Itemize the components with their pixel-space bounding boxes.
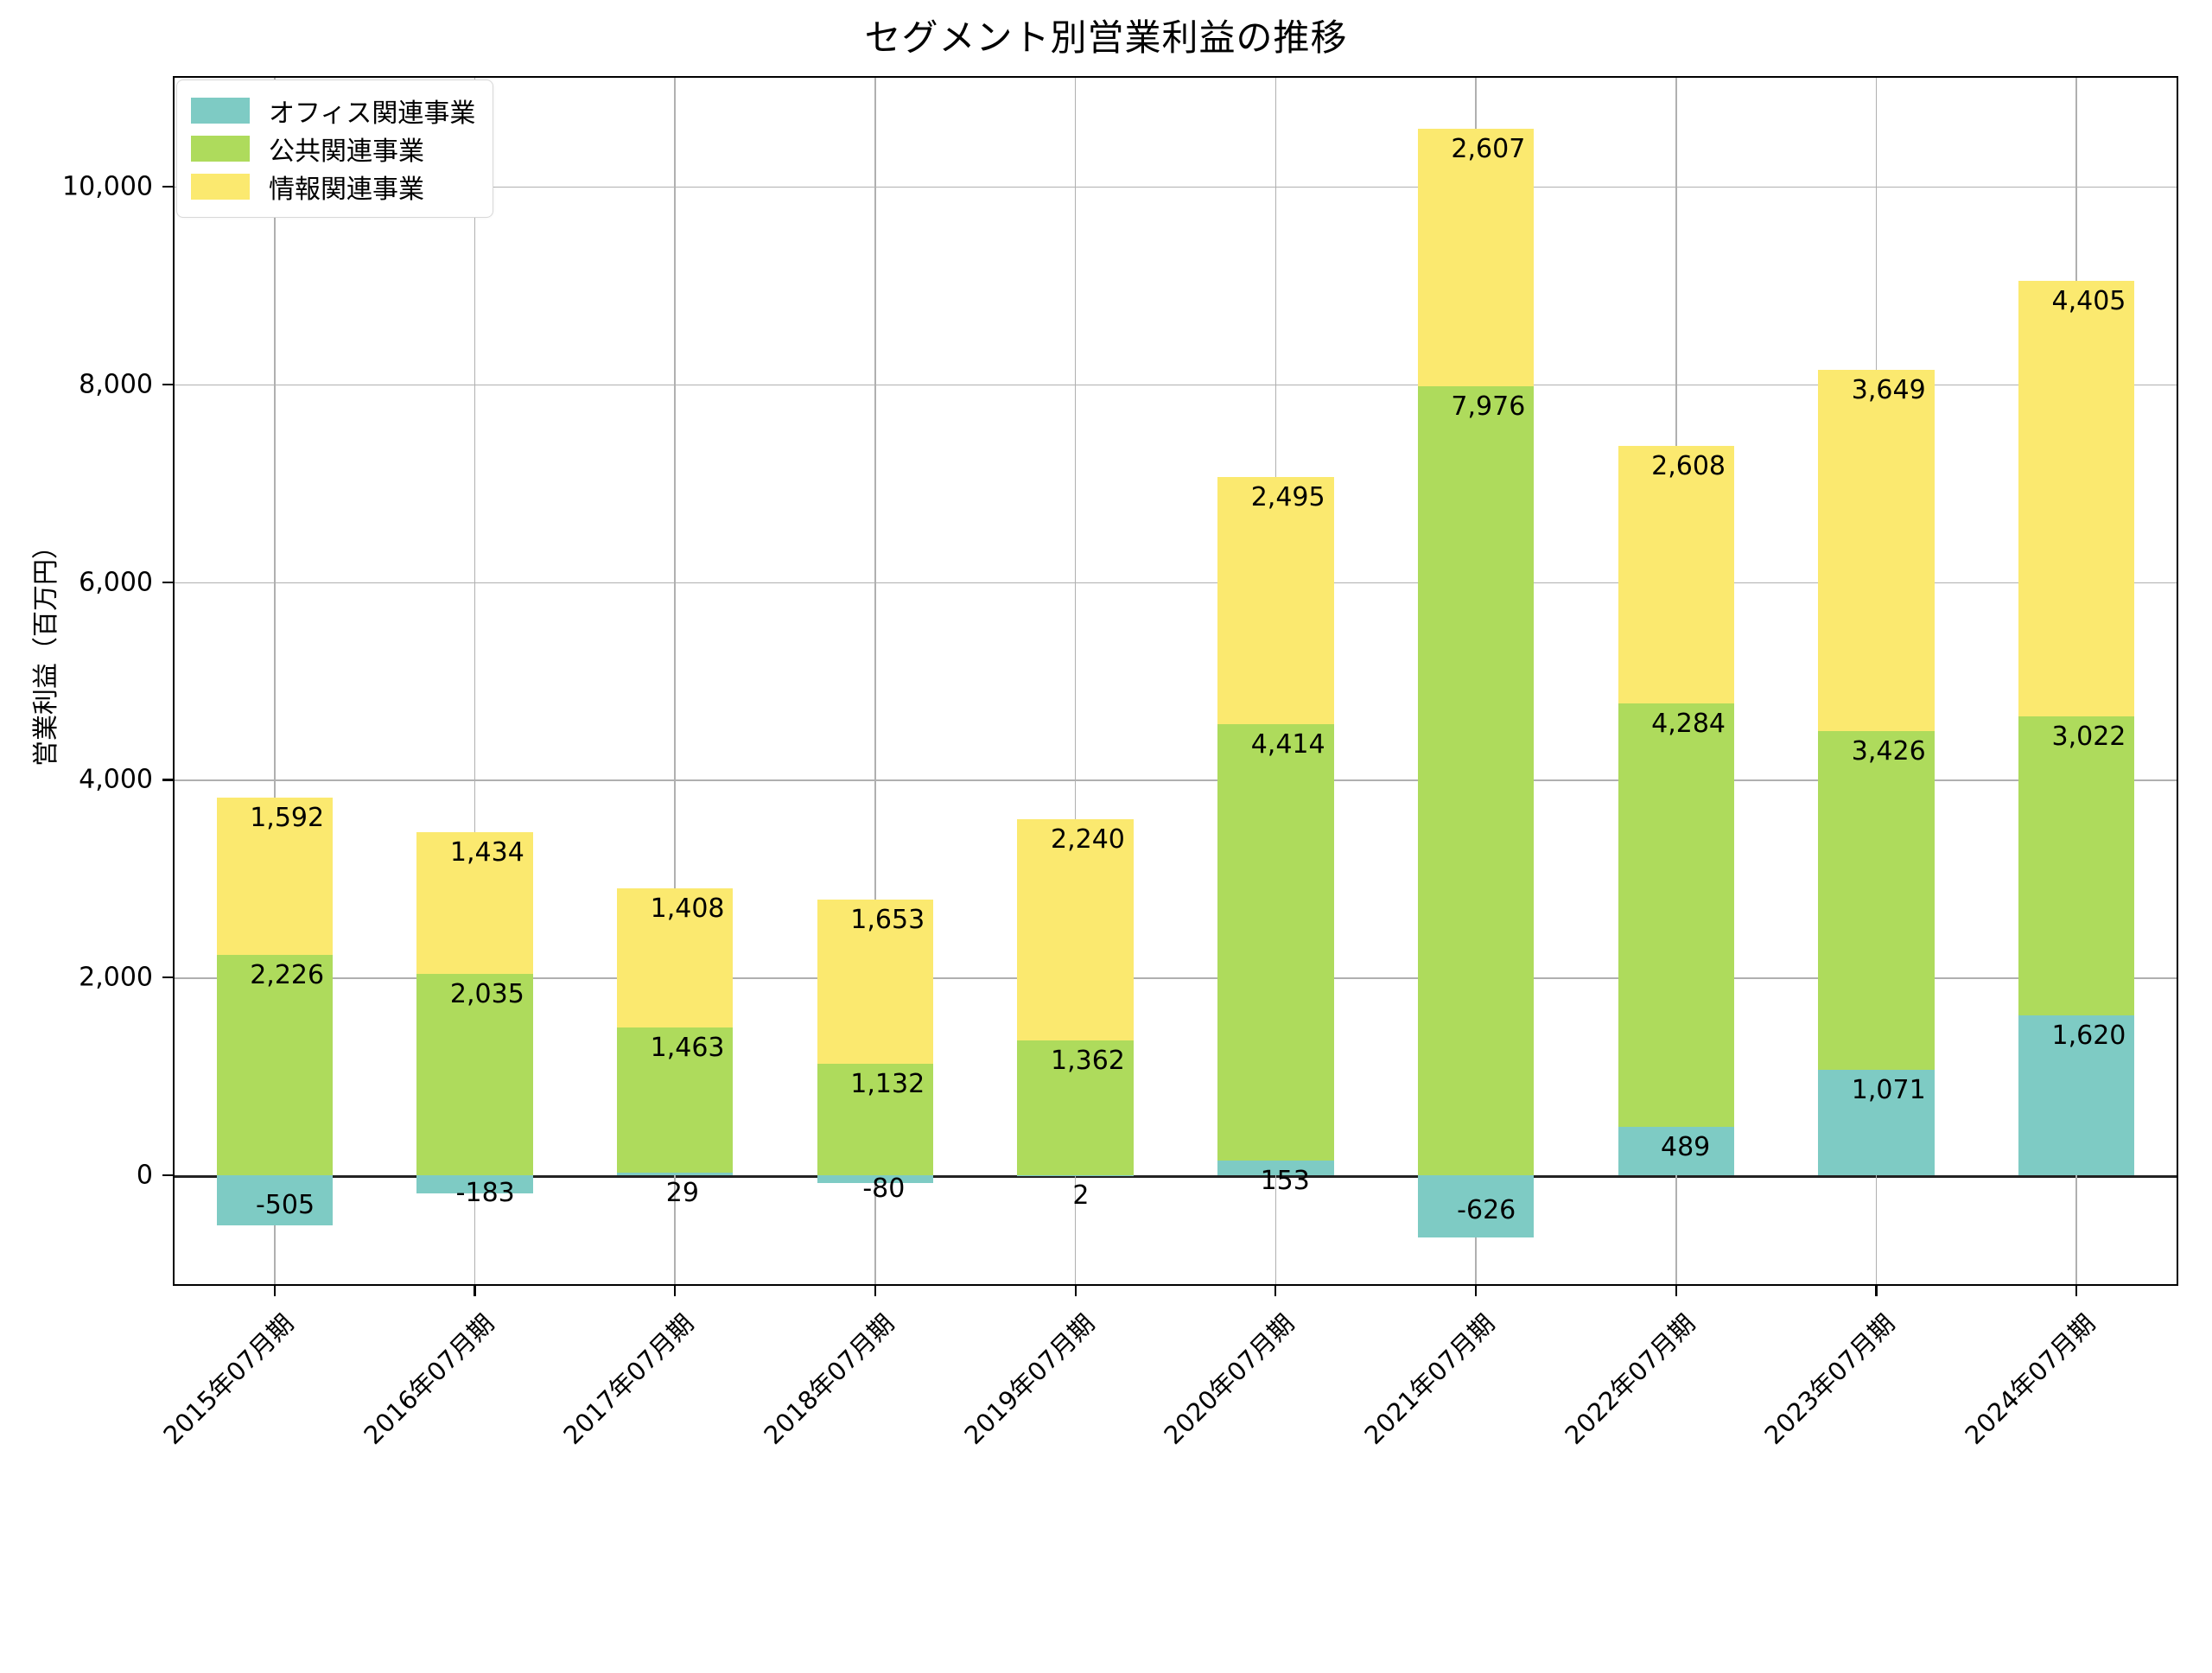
y-tick-label: 0 (136, 1160, 153, 1191)
legend-label-public: 公共関連事業 (269, 137, 424, 167)
bar-segment-public[interactable] (1618, 703, 1734, 1128)
bar-segment-info[interactable] (1017, 818, 1134, 1041)
bar-segment-info[interactable] (1818, 370, 1935, 731)
x-tick-mark (474, 1284, 476, 1296)
bar-segment-public[interactable] (1017, 1040, 1134, 1175)
bar-segment-office[interactable] (416, 1175, 533, 1194)
y-tick-mark (162, 1174, 175, 1177)
bar-segment-public[interactable] (617, 1027, 734, 1173)
bar-value-label: 29 (665, 1177, 699, 1208)
legend-label-info: 情報関連事業 (269, 175, 424, 205)
bar-segment-info[interactable] (1217, 477, 1334, 724)
bar-segment-info[interactable] (1618, 445, 1734, 703)
y-gridline (175, 977, 2177, 979)
y-tick-mark (162, 383, 175, 385)
legend-item-public[interactable]: 公共関連事業 (191, 130, 475, 168)
x-tick-label: 2024年07月期 (1959, 1308, 2101, 1451)
x-tick-label: 2016年07月期 (357, 1308, 499, 1451)
y-gridline (175, 186, 2177, 188)
x-gridline (674, 78, 677, 1284)
bar-segment-public[interactable] (1417, 386, 1535, 1176)
y-gridline (175, 779, 2177, 782)
bar-segment-info[interactable] (817, 900, 934, 1064)
x-tick-mark (1474, 1284, 1478, 1296)
x-tick-mark (273, 1284, 276, 1296)
y-tick-mark (162, 779, 175, 781)
bar-segment-office[interactable] (1818, 1069, 1935, 1176)
x-tick-mark (1274, 1284, 1277, 1296)
bar-segment-info[interactable] (416, 832, 533, 975)
x-tick-label: 2017年07月期 (557, 1308, 700, 1451)
bar-segment-public[interactable] (416, 974, 533, 1176)
legend-swatch-public (191, 136, 250, 162)
y-tick-label: 2,000 (79, 962, 153, 993)
x-gridline (874, 78, 876, 1284)
x-tick-mark (2075, 1284, 2078, 1296)
x-tick-mark (674, 1284, 677, 1296)
bar-segment-office[interactable] (216, 1175, 334, 1225)
y-tick-mark (162, 581, 175, 583)
bar-segment-office[interactable] (1618, 1127, 1734, 1176)
bar-segment-office[interactable] (1217, 1160, 1334, 1176)
legend-swatch-office (191, 98, 250, 124)
x-gridline (474, 78, 476, 1284)
bar-segment-info[interactable] (216, 798, 334, 956)
y-gridline (175, 582, 2177, 584)
bar-segment-office[interactable] (1417, 1175, 1535, 1237)
x-gridline (274, 78, 276, 1284)
x-tick-label: 2015年07月期 (157, 1308, 300, 1451)
y-tick-label: 4,000 (79, 764, 153, 795)
y-tick-mark (162, 976, 175, 979)
bar-segment-info[interactable] (2018, 280, 2135, 716)
bar-segment-public[interactable] (216, 955, 334, 1176)
x-tick-mark (1074, 1284, 1077, 1296)
bar-segment-public[interactable] (817, 1063, 934, 1176)
legend-swatch-info (191, 174, 250, 200)
x-tick-label: 2023年07月期 (1758, 1308, 1901, 1451)
y-gridline (175, 384, 2177, 386)
bar-segment-public[interactable] (1818, 730, 1935, 1070)
bar-segment-public[interactable] (1217, 723, 1334, 1161)
x-tick-mark (1675, 1284, 1677, 1296)
bar-segment-public[interactable] (2018, 716, 2135, 1015)
x-tick-label: 2019年07月期 (958, 1308, 1100, 1451)
legend-item-office[interactable]: オフィス関連事業 (191, 92, 475, 130)
y-tick-mark (162, 185, 175, 188)
x-tick-mark (1875, 1284, 1878, 1296)
x-tick-label: 2018年07月期 (758, 1308, 900, 1451)
y-tick-label: 6,000 (79, 567, 153, 598)
chart-legend: オフィス関連事業 公共関連事業 情報関連事業 (176, 80, 494, 218)
x-tick-label: 2022年07月期 (1559, 1308, 1701, 1451)
x-tick-mark (874, 1284, 877, 1296)
bar-segment-office[interactable] (817, 1175, 934, 1184)
chart-root: セグメント別営業利益の推移 営業利益（百万円） -505 2,226 1,592 -1… (31, 16, 2178, 1450)
bar-segment-info[interactable] (617, 888, 734, 1028)
x-gridline (1074, 78, 1077, 1284)
x-tick-label: 2021年07月期 (1358, 1308, 1501, 1451)
x-tick-label: 2020年07月期 (1158, 1308, 1300, 1451)
bar-segment-office[interactable] (617, 1172, 734, 1176)
plot-inner: -505 2,226 1,592 -183 2,035 1,434 29 1,463 1,408… (175, 78, 2177, 1284)
legend-label-office: オフィス関連事業 (269, 99, 476, 129)
legend-item-info[interactable]: 情報関連事業 (191, 168, 475, 206)
y-tick-label: 10,000 (62, 171, 153, 202)
bar-segment-office[interactable] (2018, 1015, 2135, 1176)
bar-segment-office[interactable] (1017, 1174, 1134, 1177)
y-axis-label: 営業利益（百万円） (31, 533, 61, 767)
y-gridline (175, 1175, 2177, 1178)
y-tick-label: 8,000 (79, 369, 153, 400)
bar-segment-info[interactable] (1417, 129, 1535, 387)
chart-title: セグメント別営業利益の推移 (864, 16, 1348, 59)
plot-area: -505 2,226 1,592 -183 2,035 1,434 29 1,463 1,408… (62, 76, 2178, 1450)
